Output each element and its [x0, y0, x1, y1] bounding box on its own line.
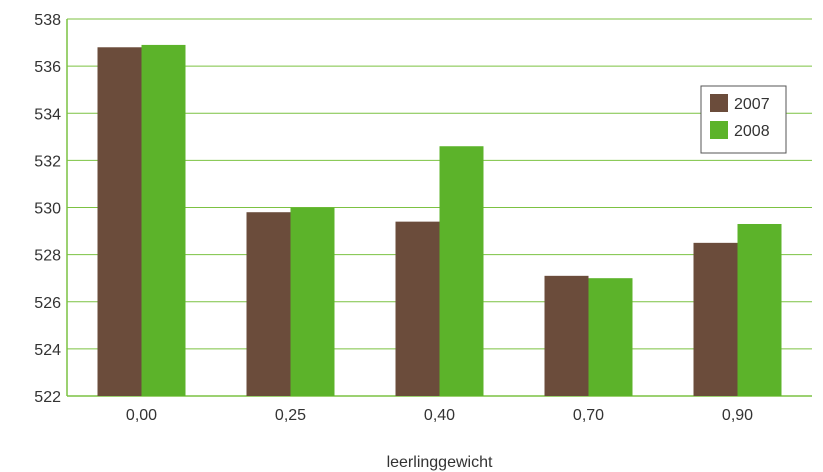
bar-2007-2	[395, 221, 440, 396]
legend-label-2008: 2008	[734, 123, 770, 140]
bar-2008-0	[141, 44, 186, 396]
bar-2008-1	[290, 207, 335, 396]
x-tick-label: 0,90	[722, 407, 753, 424]
y-tick-label: 526	[34, 295, 61, 312]
y-tick-label: 530	[34, 201, 61, 218]
x-tick-label: 0,70	[573, 407, 604, 424]
y-tick-label: 538	[34, 12, 61, 29]
y-tick-label: 532	[34, 153, 61, 170]
bars	[97, 44, 782, 397]
y-tick-label: 534	[34, 106, 61, 123]
bar-2008-3	[588, 278, 633, 396]
bar-2007-1	[246, 212, 291, 396]
x-axis-ticks: 0,00 0,25 0,40 0,70 0,90	[126, 407, 753, 424]
legend-swatch-2007	[710, 94, 728, 112]
bar-2007-0	[97, 47, 142, 397]
x-tick-label: 0,00	[126, 407, 157, 424]
y-axis-ticks: 522 524 526 528 530 532 534 536 538	[34, 12, 61, 406]
y-tick-label: 524	[34, 342, 61, 359]
legend: 2007 2008	[700, 85, 787, 154]
y-tick-label: 522	[34, 389, 61, 406]
bar-2007-3	[544, 275, 589, 396]
x-tick-label: 0,25	[275, 407, 306, 424]
y-tick-label: 528	[34, 248, 61, 265]
bar-2008-4	[737, 223, 782, 396]
bar-2008-2	[439, 146, 484, 396]
legend-label-2007: 2007	[734, 96, 770, 113]
legend-swatch-2008	[710, 121, 728, 139]
x-tick-label: 0,40	[424, 407, 455, 424]
x-axis-title: leerlinggewicht	[387, 454, 493, 471]
bar-2007-4	[693, 242, 738, 396]
y-tick-label: 536	[34, 59, 61, 76]
